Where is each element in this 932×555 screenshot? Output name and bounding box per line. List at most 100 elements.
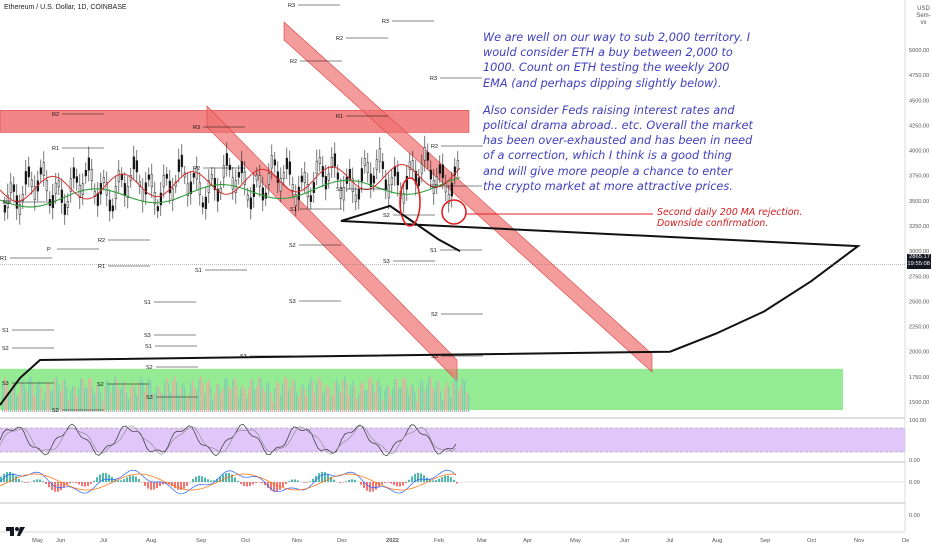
candle-body [82,184,84,195]
volume-bar [428,377,429,412]
volume-bar [412,384,413,412]
volume-bar [384,391,385,412]
x-tick-label: Jun [620,538,629,544]
macd-histogram-bar [9,472,11,482]
candle-body [133,157,135,169]
candle-body [379,149,381,162]
volume-bar [272,401,273,412]
pivot-label: R1 [52,146,59,152]
candle-body [124,183,126,195]
candle-body [310,196,312,202]
pivot-label: R1 [98,264,105,270]
volume-bar [386,386,387,412]
candle-body [289,162,291,175]
candle-body [229,165,231,170]
volume-bar [450,397,451,412]
macd-histogram-bar [312,479,314,482]
volume-bar [246,399,247,412]
macd-histogram-bar [426,478,428,482]
volume-bar [400,388,401,412]
volume-bar [258,377,259,412]
volume-bar [244,389,245,412]
volume-bar [32,383,33,412]
volume-bar [8,394,9,412]
volume-bar [396,379,397,412]
candle-body [226,153,228,165]
volume-bar [458,391,459,412]
macd-histogram-bar [351,479,353,482]
volume-bar [112,384,113,412]
candle-body [403,194,405,203]
macd-histogram-bar [156,482,158,488]
volume-bar [382,400,383,412]
volume-bar [114,376,115,412]
x-tick-label: Oct [241,538,250,544]
volume-bar [298,397,299,412]
candle-body [382,162,384,169]
analysis-note: We are well on our way to sub 2,000 terr… [483,30,753,206]
y-tick-label: 4000.00 [909,149,929,155]
candle-body [358,189,360,199]
volume-bar [42,400,43,412]
x-tick-label: Apr [523,538,532,544]
currency-code: USD [915,6,932,13]
volume-bar [254,390,255,412]
volume-bar [354,386,355,412]
volume-bar [110,393,111,412]
x-tick-label: Oct [807,538,816,544]
candle-body [385,180,387,190]
y-tick-label: 2750.00 [909,274,929,280]
volume-bar [322,393,323,412]
current-price-tag: 2865.17 19:55:08 [907,254,931,269]
volume-bar [130,387,131,412]
volume-bar [462,378,463,412]
macd-histogram-bar [255,482,257,483]
candle-body [118,171,120,182]
y-tick-label: 5000.00 [909,48,929,54]
pivot-label: P [47,247,51,253]
macd-histogram-bar [372,482,374,492]
candle-body [355,195,357,202]
pivot-label: R3 [193,125,200,131]
volume-bar [34,395,35,412]
candle-body [367,163,369,173]
candle-body [412,161,414,170]
volume-bar [44,393,45,412]
candle-body [277,172,279,183]
candle-body [88,158,90,170]
tradingview-logo-icon[interactable] [6,525,28,538]
volume-bar [98,384,99,412]
macd-histogram-bar [207,479,209,482]
candle-body [247,195,249,200]
volume-bar [104,387,105,412]
volume-bar [358,394,359,412]
macd-histogram-bar [135,477,137,482]
volume-bar [40,387,41,412]
x-tick-label: Nov [292,538,302,544]
candle-body [274,160,276,165]
volume-bar [124,382,125,412]
candle-body [61,190,63,203]
volume-bar [36,385,37,412]
pivot-label: R1 [336,114,343,120]
volume-bar [406,386,407,412]
volume-bar [126,393,127,412]
macd-histogram-bar [381,482,383,485]
macd-histogram-bar [183,482,185,489]
pivot-label: R3 [382,19,389,25]
volume-bar [230,389,231,412]
candle-body [286,158,288,169]
volume-bar [306,396,307,412]
volume-bar [416,402,417,412]
macd-histogram-bar [246,482,248,487]
volume-bar [276,381,277,412]
macd-histogram-bar [195,477,197,482]
volume-bar [466,392,467,412]
candle-body [271,156,273,168]
chart-title: Ethereum / U.S. Dollar, 1D, COINBASE [4,4,127,11]
rsi-tick-label: 0.00 [909,458,920,464]
macd-histogram-bar [396,482,398,486]
volume-bar [142,380,143,412]
